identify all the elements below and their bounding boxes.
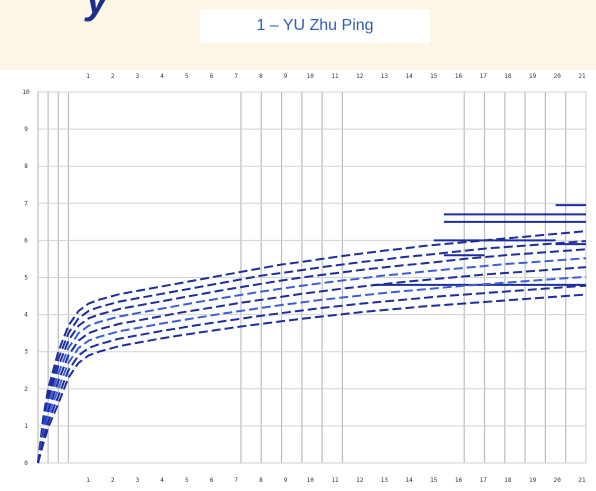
x-tick-label-top: 9 xyxy=(284,73,288,80)
x-tick-label-bottom: 10 xyxy=(307,477,315,484)
series-lines xyxy=(37,230,587,464)
series-line xyxy=(37,257,587,464)
x-tick-label-top: 18 xyxy=(504,73,512,80)
x-tick-label-top: 11 xyxy=(331,73,339,80)
y-tick-label: 9 xyxy=(24,126,28,133)
grid-layer xyxy=(37,91,587,464)
x-tick-label-bottom: 20 xyxy=(554,477,562,484)
x-tick-label-bottom: 17 xyxy=(480,477,488,484)
series-line xyxy=(37,284,587,464)
x-tick-label-bottom: 12 xyxy=(356,477,364,484)
x-tick-label-top: 13 xyxy=(381,73,389,80)
x-tick-label-top: 17 xyxy=(480,73,488,80)
x-tick-label-bottom: 7 xyxy=(234,477,238,484)
x-tick-label-top: 10 xyxy=(307,73,315,80)
title-box: 1 – YU Zhu Ping xyxy=(200,9,430,43)
x-tick-label-top: 15 xyxy=(430,73,438,80)
y-tick-labels: 0 1 2 3 4 5 6 7 8 9 10 xyxy=(22,89,30,467)
x-tick-label-bottom: 14 xyxy=(405,477,413,484)
series-line xyxy=(37,266,587,464)
x-tick-label-top: 1 xyxy=(86,73,90,80)
y-tick-label: 3 xyxy=(24,349,28,356)
x-tick-label-top: 21 xyxy=(578,73,586,80)
x-tick-label-top: 5 xyxy=(185,73,189,80)
x-tick-label-bottom: 5 xyxy=(185,477,189,484)
x-tick-label-top: 14 xyxy=(405,73,413,80)
x-tick-label-bottom: 21 xyxy=(578,477,586,484)
x-tick-label-bottom: 16 xyxy=(455,477,463,484)
y-tick-label: 0 xyxy=(24,460,28,467)
x-tick-label-top: 19 xyxy=(529,73,537,80)
x-tick-label-bottom: 11 xyxy=(331,477,339,484)
x-tick-label-bottom: 2 xyxy=(111,477,115,484)
x-tick-label-top: 16 xyxy=(455,73,463,80)
step-lines xyxy=(372,204,586,286)
x-tick-labels: 1122334455667788991010111112121313141415… xyxy=(86,73,586,484)
y-tick-label: 5 xyxy=(24,275,28,282)
series-line xyxy=(37,275,587,464)
series-line xyxy=(37,293,587,464)
growth-chart: 1122334455667788991010111112121313141415… xyxy=(22,73,587,484)
x-tick-label-top: 12 xyxy=(356,73,364,80)
x-tick-label-bottom: 3 xyxy=(136,477,140,484)
x-tick-label-top: 20 xyxy=(554,73,562,80)
x-tick-label-bottom: 13 xyxy=(381,477,389,484)
y-tick-label: 8 xyxy=(24,163,28,170)
x-tick-label-top: 3 xyxy=(136,73,140,80)
x-tick-label-top: 4 xyxy=(160,73,164,80)
x-tick-label-bottom: 9 xyxy=(284,477,288,484)
y-tick-label: 1 xyxy=(24,423,28,430)
brand-fragment: y xyxy=(86,0,110,22)
y-tick-label: 7 xyxy=(24,200,28,207)
x-tick-label-top: 8 xyxy=(259,73,263,80)
x-tick-label-bottom: 18 xyxy=(504,477,512,484)
series-line xyxy=(37,248,587,464)
x-tick-label-bottom: 15 xyxy=(430,477,438,484)
series-line xyxy=(37,240,587,464)
x-tick-label-bottom: 8 xyxy=(259,477,263,484)
header-band: y 1 – YU Zhu Ping xyxy=(0,0,596,70)
x-tick-label-bottom: 1 xyxy=(86,477,90,484)
x-tick-label-top: 6 xyxy=(210,73,214,80)
x-tick-label-top: 7 xyxy=(234,73,238,80)
x-tick-label-bottom: 4 xyxy=(160,477,164,484)
series-line xyxy=(37,230,587,464)
y-tick-label: 2 xyxy=(24,386,28,393)
x-tick-label-top: 2 xyxy=(111,73,115,80)
x-tick-label-bottom: 6 xyxy=(210,477,214,484)
y-tick-label: 10 xyxy=(22,89,30,96)
chart-title: 1 – YU Zhu Ping xyxy=(256,17,374,34)
x-tick-label-bottom: 19 xyxy=(529,477,537,484)
y-tick-label: 4 xyxy=(24,312,28,319)
y-tick-label: 6 xyxy=(24,237,28,244)
